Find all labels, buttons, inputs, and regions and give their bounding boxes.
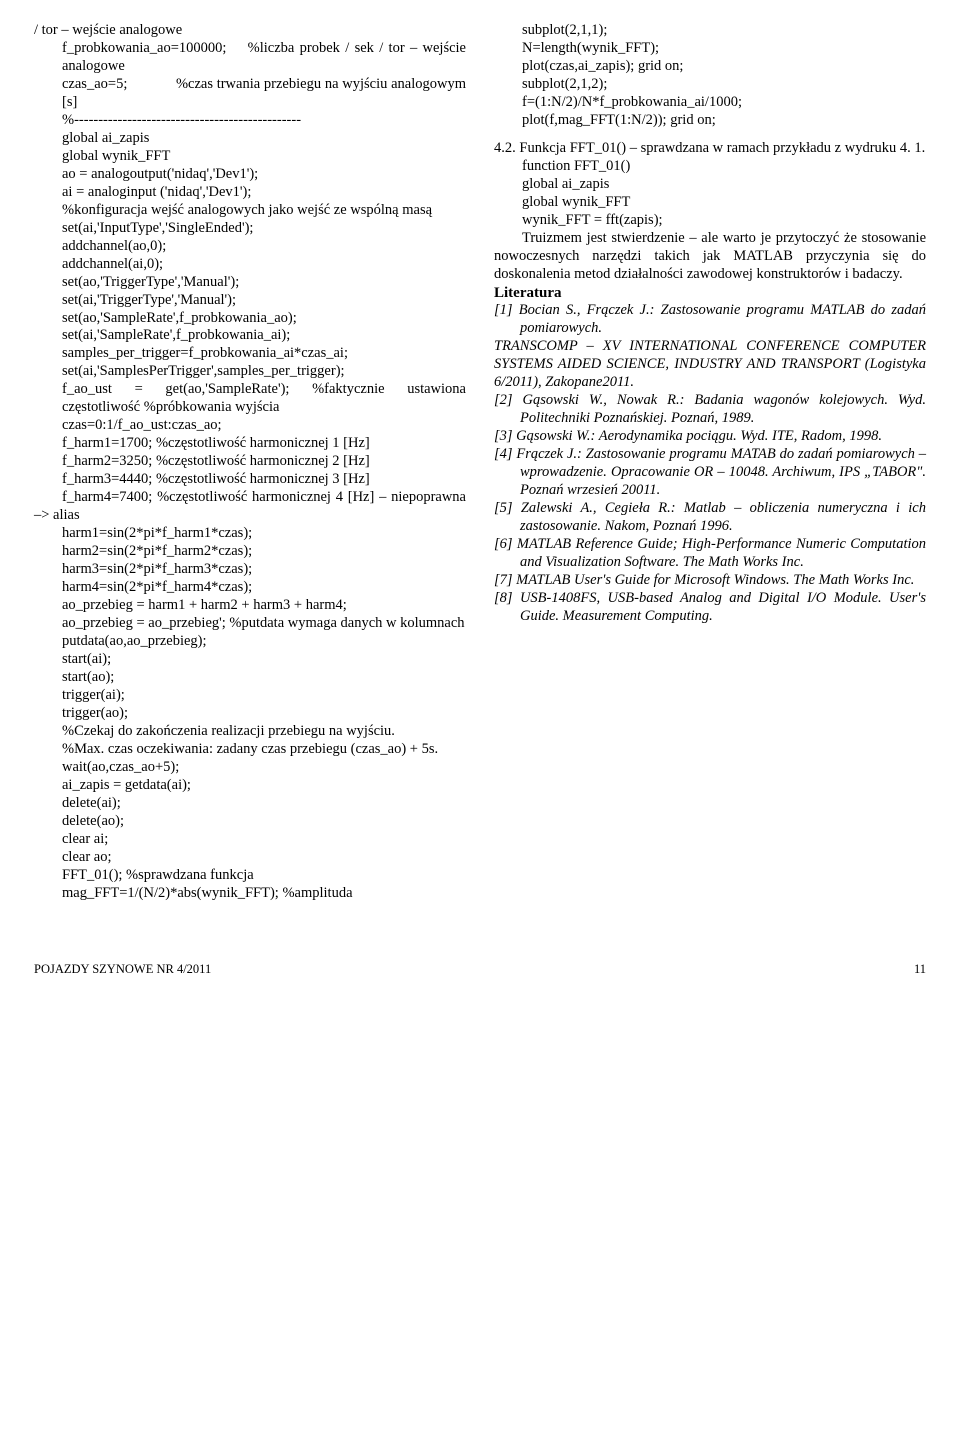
code-line: f_harm3=4440; %częstotliwość harmoniczne… [34, 471, 466, 489]
paragraph-text: Truizmem jest stwierdzenie – ale warto j… [494, 230, 926, 284]
code-line: %Max. czas oczekiwania: zadany czas prze… [34, 741, 466, 759]
reference-item: TRANSCOMP – XV INTERNATIONAL CONFERENCE … [494, 338, 926, 392]
reference-item: [6] MATLAB Reference Guide; High-Perform… [494, 536, 926, 572]
reference-item: [1] Bocian S., Frączek J.: Zastosowanie … [494, 302, 926, 338]
reference-item: [2] Gąsowski W., Nowak R.: Badania wagon… [494, 392, 926, 428]
code-line: set(ao,'TriggerType','Manual'); [62, 274, 466, 292]
page-footer: POJAZDY SZYNOWE NR 4/2011 11 [34, 962, 926, 977]
code-line: f=(1:N/2)/N*f_probkowania_ai/1000; [522, 94, 926, 112]
reference-item: [5] Zalewski A., Cegieła R.: Matlab – ob… [494, 500, 926, 536]
code-line: czas_ao=5; %czas trwania przebiegu na wy… [62, 76, 466, 112]
code-line: start(ai); [62, 651, 466, 669]
code-line: subplot(2,1,2); [522, 76, 926, 94]
code-line: set(ai,'InputType','SingleEnded'); [62, 220, 466, 238]
code-line: f_harm2=3250; %częstotliwość harmoniczne… [34, 453, 466, 471]
code-line: delete(ai); [62, 795, 466, 813]
code-line: wait(ao,czas_ao+5); [62, 759, 466, 777]
code-line: addchannel(ao,0); [62, 238, 466, 256]
code-line: set(ai,'SamplesPerTrigger',samples_per_t… [62, 363, 466, 381]
reference-item: [3] Gąsowski W.: Aerodynamika pociągu. W… [494, 428, 926, 446]
code-line: ao_przebieg = ao_przebieg'; %putdata wym… [34, 615, 466, 633]
code-line: ao_przebieg = harm1 + harm2 + harm3 + ha… [62, 597, 466, 615]
code-line: harm1=sin(2*pi*f_harm1*czas); [62, 525, 466, 543]
code-line: FFT_01(); %sprawdzana funkcja [62, 867, 466, 885]
code-line: / tor – wejście analogowe [34, 22, 466, 40]
code-line: global wynik_FFT [62, 148, 466, 166]
reference-item: [4] Frączek J.: Zastosowanie programu MA… [494, 446, 926, 500]
code-line: plot(f,mag_FFT(1:N/2)); grid on; [522, 112, 926, 130]
code-line: ai = analoginput ('nidaq','Dev1'); [62, 184, 466, 202]
code-line: f_ao_ust = get(ao,'SampleRate'); %faktyc… [62, 381, 466, 417]
code-line: %---------------------------------------… [62, 112, 466, 130]
reference-item: [7] MATLAB User's Guide for Microsoft Wi… [494, 572, 926, 590]
code-line: %konfiguracja wejść analogowych jako wej… [62, 202, 466, 220]
code-line: trigger(ai); [62, 687, 466, 705]
literature-heading: Literatura [494, 284, 926, 303]
code-line: ao = analogoutput('nidaq','Dev1'); [62, 166, 466, 184]
code-line: global wynik_FFT [522, 194, 926, 212]
footer-left: POJAZDY SZYNOWE NR 4/2011 [34, 962, 211, 977]
code-line: putdata(ao,ao_przebieg); [62, 633, 466, 651]
code-line: harm3=sin(2*pi*f_harm3*czas); [62, 561, 466, 579]
code-line: set(ai,'SampleRate',f_probkowania_ai); [62, 327, 466, 345]
code-line: start(ao); [62, 669, 466, 687]
code-line: f_harm1=1700; %częstotliwość harmoniczne… [34, 435, 466, 453]
code-line: harm2=sin(2*pi*f_harm2*czas); [62, 543, 466, 561]
code-line: clear ao; [62, 849, 466, 867]
code-line: delete(ao); [62, 813, 466, 831]
code-line: subplot(2,1,1); [522, 22, 926, 40]
code-line: set(ao,'SampleRate',f_probkowania_ao); [62, 310, 466, 328]
code-line: harm4=sin(2*pi*f_harm4*czas); [62, 579, 466, 597]
code-line: ai_zapis = getdata(ai); [62, 777, 466, 795]
right-column: subplot(2,1,1); N=length(wynik_FFT); plo… [494, 22, 926, 902]
section-heading: 4.2. Funkcja FFT_01() – sprawdzana w ram… [494, 140, 926, 158]
code-line: %Czekaj do zakończenia realizacji przebi… [34, 723, 466, 741]
code-line: function FFT_01() [522, 158, 926, 176]
code-line: clear ai; [62, 831, 466, 849]
code-line: global ai_zapis [522, 176, 926, 194]
code-line: addchannel(ai,0); [62, 256, 466, 274]
code-line: trigger(ao); [62, 705, 466, 723]
code-line: samples_per_trigger=f_probkowania_ai*cza… [62, 345, 466, 363]
code-line: czas=0:1/f_ao_ust:czas_ao; [62, 417, 466, 435]
code-line: mag_FFT=1/(N/2)*abs(wynik_FFT); %amplitu… [34, 885, 466, 903]
code-line: set(ai,'TriggerType','Manual'); [62, 292, 466, 310]
code-line: N=length(wynik_FFT); [522, 40, 926, 58]
code-line: global ai_zapis [62, 130, 466, 148]
left-column: / tor – wejście analogowe f_probkowania_… [34, 22, 466, 902]
code-line: wynik_FFT = fft(zapis); [522, 212, 926, 230]
code-line: f_harm4=7400; %częstotliwość harmoniczne… [34, 489, 466, 525]
code-line: plot(czas,ai_zapis); grid on; [522, 58, 926, 76]
reference-item: [8] USB-1408FS, USB-based Analog and Dig… [494, 590, 926, 626]
code-line: f_probkowania_ao=100000; %liczba probek … [62, 40, 466, 76]
footer-page-number: 11 [914, 962, 926, 977]
